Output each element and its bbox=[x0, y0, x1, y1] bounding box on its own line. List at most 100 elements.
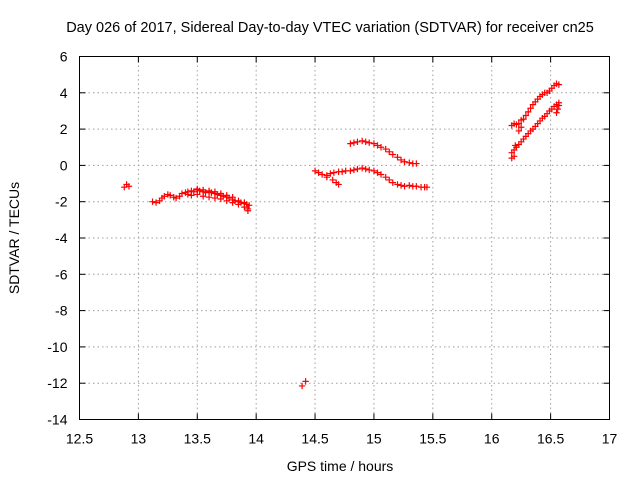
data-point bbox=[527, 105, 534, 112]
data-point bbox=[194, 191, 201, 198]
y-tick-label: -8 bbox=[55, 303, 68, 319]
data-point bbox=[166, 192, 174, 199]
data-point bbox=[205, 193, 213, 201]
data-point bbox=[377, 171, 385, 178]
data-point bbox=[302, 378, 309, 385]
y-tick-label: -6 bbox=[55, 266, 68, 282]
data-point bbox=[389, 151, 396, 158]
data-point bbox=[522, 112, 530, 119]
data-point bbox=[194, 185, 201, 193]
x-tick-label: 16.5 bbox=[537, 431, 564, 447]
data-point bbox=[386, 176, 393, 184]
data-point bbox=[190, 188, 197, 195]
data-point bbox=[370, 140, 378, 147]
data-point bbox=[382, 173, 389, 181]
data-point bbox=[515, 120, 523, 127]
data-point bbox=[152, 199, 160, 206]
data-point bbox=[223, 197, 230, 204]
data-point bbox=[311, 167, 319, 175]
data-point bbox=[347, 167, 354, 175]
data-point bbox=[512, 142, 519, 149]
data-point bbox=[362, 165, 369, 173]
data-point bbox=[199, 193, 207, 200]
data-point bbox=[386, 148, 393, 155]
data-point bbox=[515, 127, 523, 135]
data-point bbox=[525, 108, 532, 116]
data-point bbox=[188, 192, 195, 199]
data-point bbox=[330, 169, 338, 176]
data-point bbox=[406, 159, 413, 166]
data-point bbox=[327, 170, 334, 177]
data-point bbox=[389, 179, 396, 186]
data-point bbox=[205, 187, 213, 195]
x-tick-labels: 12.5 13 13.5 14 14.5 15 15.5 16 16.5 17 bbox=[66, 431, 618, 447]
data-point bbox=[338, 168, 346, 175]
data-point bbox=[394, 181, 401, 188]
data-point bbox=[244, 207, 252, 214]
data-point bbox=[211, 188, 219, 195]
data-point bbox=[423, 183, 431, 191]
data-point bbox=[125, 183, 133, 190]
data-point bbox=[354, 165, 361, 173]
data-point bbox=[554, 105, 561, 113]
y-tick-label: -4 bbox=[55, 230, 68, 246]
x-tick-label: 14.5 bbox=[301, 431, 328, 447]
x-tick-label: 13.5 bbox=[184, 431, 211, 447]
data-point bbox=[520, 115, 527, 123]
data-point bbox=[397, 182, 405, 189]
data-point bbox=[555, 81, 563, 88]
data-point bbox=[370, 167, 378, 175]
data-point bbox=[366, 166, 373, 174]
data-point bbox=[413, 160, 420, 167]
data-point bbox=[323, 173, 331, 181]
y-tick-label: 2 bbox=[60, 121, 68, 137]
y-tick-label: -10 bbox=[47, 339, 67, 355]
tick-marks bbox=[79, 56, 610, 420]
data-point bbox=[335, 181, 342, 188]
data-point bbox=[374, 169, 381, 176]
data-point bbox=[229, 193, 236, 201]
data-point bbox=[413, 183, 420, 190]
data-point bbox=[382, 145, 389, 153]
data-point bbox=[354, 138, 361, 146]
y-tick-label: -14 bbox=[47, 412, 67, 428]
data-point bbox=[235, 197, 242, 204]
data-point bbox=[358, 137, 366, 145]
data-points bbox=[121, 80, 563, 390]
chart-title: Day 026 of 2017, Sidereal Day-to-day VTE… bbox=[66, 20, 594, 36]
y-tick-labels: -14 -12 -10 -8 -6 -4 -2 0 2 4 6 bbox=[47, 49, 67, 428]
y-tick-label: 6 bbox=[60, 49, 68, 65]
data-point bbox=[362, 138, 369, 146]
data-point bbox=[377, 144, 385, 151]
data-point bbox=[241, 199, 248, 206]
data-point bbox=[178, 190, 186, 197]
data-point bbox=[161, 193, 168, 200]
y-axis-label: SDTVAR / TECUs bbox=[6, 182, 22, 294]
data-point bbox=[329, 176, 336, 184]
data-point bbox=[358, 164, 366, 172]
data-point bbox=[374, 142, 381, 149]
data-point bbox=[347, 140, 354, 147]
data-point bbox=[315, 169, 322, 176]
data-point bbox=[394, 154, 401, 161]
data-point bbox=[298, 382, 306, 390]
y-tick-label: -2 bbox=[55, 194, 68, 210]
y-tick-label: -12 bbox=[47, 375, 67, 391]
data-point bbox=[350, 166, 358, 174]
x-tick-label: 15.5 bbox=[419, 431, 446, 447]
x-tick-label: 16 bbox=[484, 431, 500, 447]
data-point bbox=[350, 139, 358, 146]
x-tick-label: 12.5 bbox=[66, 431, 93, 447]
data-point bbox=[366, 139, 373, 146]
data-point bbox=[149, 198, 156, 205]
y-tick-label: 4 bbox=[60, 85, 68, 101]
data-point bbox=[184, 191, 192, 198]
data-point bbox=[211, 194, 219, 202]
data-point bbox=[406, 182, 413, 189]
data-point bbox=[397, 156, 405, 164]
data-point bbox=[217, 195, 225, 203]
data-point bbox=[553, 109, 560, 116]
x-tick-label: 14 bbox=[248, 431, 264, 447]
data-point bbox=[229, 199, 236, 206]
